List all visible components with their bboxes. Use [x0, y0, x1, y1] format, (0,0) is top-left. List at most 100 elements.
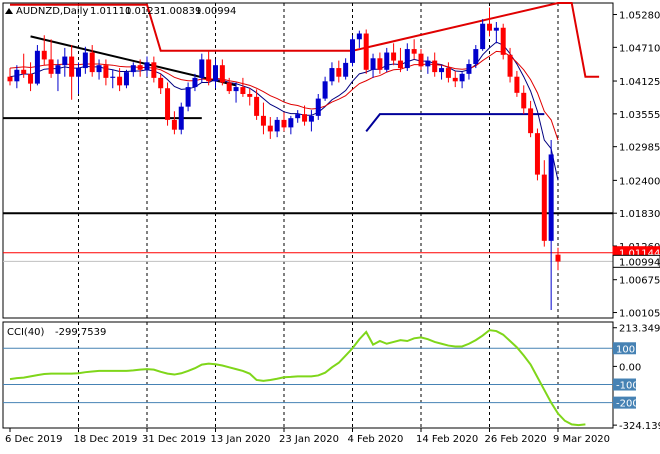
cci-level-tag [613, 396, 636, 409]
candle-body-down [267, 125, 273, 132]
candle-body-up [62, 56, 68, 66]
candle-body-down [240, 87, 246, 94]
candle-body-up [110, 76, 116, 78]
ohlc-high-value: 1.01231 [125, 6, 166, 17]
chart-title: AUDNZD,Daily [16, 6, 88, 17]
candle-body-down [151, 62, 157, 78]
cci-pane-frame [2, 321, 614, 429]
main-price-pane [2, 1, 614, 319]
candle-body-up [295, 114, 301, 119]
time-axis: 6 Dec 2019 18 Dec 2019 31 Dec 2019 13 Jan 2… [5, 428, 610, 445]
price-axis-tick-label: 1.05280 [619, 11, 660, 22]
candle-body-up [76, 68, 81, 77]
candle-body-up [473, 49, 479, 65]
candle-body-up [466, 64, 472, 74]
candle-body-down [206, 59, 212, 82]
candle-body-down [377, 58, 383, 70]
candle-body-up [493, 27, 499, 31]
candle-body-up [233, 87, 239, 92]
cci-header-label: CCI(40) [7, 327, 45, 338]
candle-body-up [185, 87, 191, 107]
candle-body-down [28, 73, 34, 84]
candle-body-down [336, 68, 342, 77]
candle-body-down [117, 76, 123, 86]
candle-body-down [48, 59, 54, 74]
price-tag-box [612, 254, 660, 268]
candle-body-down [432, 60, 438, 73]
candle-body-up [308, 115, 314, 122]
support-step-line [365, 113, 545, 133]
cci-line [9, 329, 586, 427]
candle-body-down [281, 119, 287, 128]
price-tag-label: 1.01144 [619, 249, 660, 260]
candle-body-down [165, 88, 171, 120]
price-axis-tick-label: 1.01830 [619, 209, 660, 220]
cci-axis-tick-label: -200 [616, 399, 639, 410]
candle-body-down [418, 53, 424, 67]
cci-level-tag [613, 342, 636, 355]
candle-body-up [350, 39, 355, 63]
price-axis-tick-label: 1.04125 [619, 77, 660, 88]
cci-axis-tick-label: 0.00 [619, 362, 641, 373]
chart-header: AUDNZD,Daily 1.01110 1.01231 1.00839 1.0… [5, 6, 236, 338]
candle-body-down [137, 65, 143, 70]
price-axis-tick-label: 1.03555 [619, 110, 660, 121]
time-axis-label: 6 Dec 2019 [5, 434, 63, 445]
candle-body-down [247, 93, 253, 97]
candle-body-up [322, 81, 328, 99]
candle-body-up [404, 49, 410, 69]
candle-body-down [487, 23, 492, 31]
candle-body-up [123, 72, 129, 86]
candle-body-down [302, 114, 308, 122]
time-axis-label: 31 Dec 2019 [142, 434, 206, 445]
candle-body-down [363, 33, 369, 70]
candle-body-up [130, 65, 136, 73]
cci-level-tag [613, 378, 636, 391]
candle-body-down [411, 49, 417, 54]
candle-body-down [89, 52, 95, 73]
candle-body-up [459, 73, 465, 82]
candle-body-down [528, 108, 534, 134]
candle-body-down [41, 50, 47, 60]
candle-body-down [260, 115, 266, 126]
price-axis-tick-label: 1.04710 [619, 43, 660, 54]
candle-body-down [391, 52, 397, 61]
candle-body-up [274, 119, 280, 132]
candle-body-down [7, 76, 13, 82]
collapse-arrow-icon[interactable] [5, 8, 13, 14]
candle-body-up [199, 59, 205, 78]
candle-body-up [192, 77, 198, 88]
candle-body-up [370, 58, 376, 70]
price-axis-tick-label: 1.02400 [619, 176, 660, 187]
price-axis-tick-label: 1.00675 [619, 276, 660, 287]
candle-body-down [521, 92, 527, 109]
candle-body-down [445, 68, 451, 78]
candle-body-down [500, 27, 506, 55]
candle-body-up [288, 118, 294, 128]
candle-body-down [21, 69, 27, 74]
candle-body-up [329, 68, 335, 82]
candle-body-down [514, 76, 520, 93]
ohlc-low-value: 1.00839 [160, 6, 201, 17]
resistance-step-line [10, 1, 600, 78]
candle-body-up [425, 60, 431, 67]
candle-body-down [397, 60, 403, 69]
candle-body-down [254, 96, 260, 116]
candle-body-down [452, 77, 458, 82]
candle-body-up [439, 68, 445, 73]
candle-body-down [541, 174, 547, 241]
cci-axis-tick-label: 100 [616, 344, 635, 355]
price-tag-label: 1.00994 [619, 257, 660, 268]
cci-indicator-pane [2, 321, 614, 429]
price-axis-tick-label: 1.00105 [619, 309, 660, 320]
ohlc-close-value: 1.00994 [195, 6, 236, 17]
time-axis-label: 23 Jan 2020 [279, 434, 339, 445]
candle-body-up [96, 65, 102, 73]
candle-body-down [226, 82, 232, 92]
candle-body-up [480, 23, 486, 50]
time-axis-label: 13 Jan 2020 [211, 434, 271, 445]
candle-body-up [144, 62, 150, 70]
cci-header-value: -299.7539 [55, 327, 106, 338]
